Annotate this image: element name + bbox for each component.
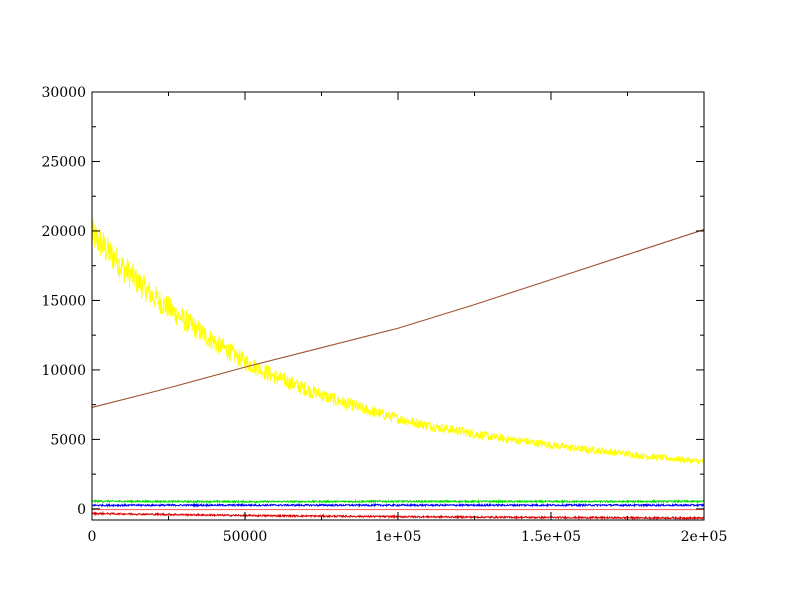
y-tick-label: 0 (77, 502, 86, 518)
series-line-3 (91, 498, 705, 505)
y-tick-label: 10000 (41, 363, 86, 379)
series-line-1 (91, 218, 704, 466)
y-tick-label: 20000 (41, 224, 86, 240)
y-tick-label: 5000 (50, 432, 86, 448)
x-tick-label: 2e+05 (681, 529, 728, 545)
label-layer: 0 5000 10000 15000 20000 25000 30000 0 50000 1e+0… (41, 85, 727, 545)
series-line-4 (91, 502, 705, 508)
x-tick-label: 1.5e+05 (521, 529, 581, 545)
y-tick-label: 25000 (41, 154, 86, 170)
x-tick-label: 50000 (223, 529, 268, 545)
y-tick-label: 30000 (41, 85, 86, 101)
tick-layer (91, 91, 705, 520)
x-tick-label: 0 (88, 529, 97, 545)
y-tick-label: 15000 (41, 293, 86, 309)
x-tick-label: 1e+05 (375, 529, 422, 545)
plot-frame (91, 91, 705, 521)
series-layer (91, 218, 705, 521)
series-line-2 (91, 229, 705, 408)
